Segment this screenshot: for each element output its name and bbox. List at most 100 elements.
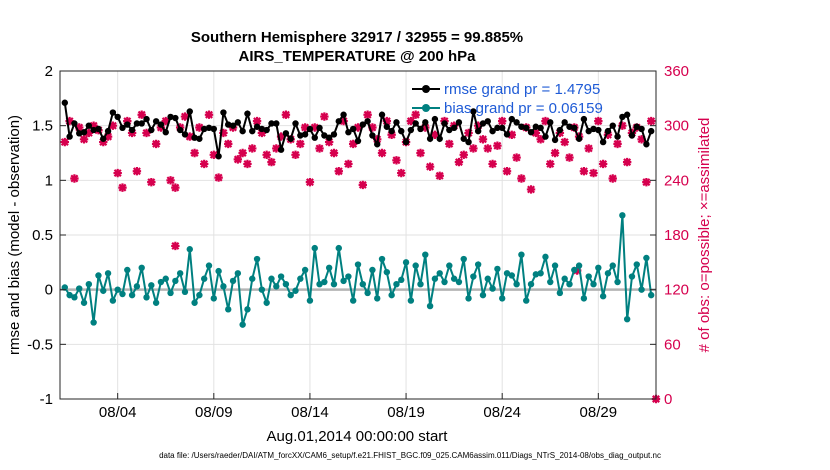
obs-count-marker (324, 137, 334, 147)
obs-count-marker (310, 123, 319, 132)
bias-point (479, 291, 487, 299)
obs-count-marker (368, 123, 377, 132)
rmse-point (119, 124, 126, 132)
bias-point (369, 266, 376, 274)
obs-count-marker (60, 137, 70, 147)
bias-point (152, 299, 160, 306)
bias-point (306, 297, 314, 304)
obs-count-marker (358, 180, 368, 190)
x-axis-label: Aug.01,2014 00:00:00 start (267, 428, 449, 445)
bias-point (388, 291, 395, 299)
bias-point (571, 266, 578, 274)
rmse-point (249, 127, 256, 135)
bias-point (393, 281, 400, 288)
bias-point (253, 255, 261, 263)
obs-count-marker (137, 110, 146, 119)
y-tick-label: 1.5 (32, 118, 53, 135)
obs-count-marker (637, 135, 646, 144)
obs-count-marker (320, 112, 329, 121)
bias-point (71, 294, 78, 301)
rmse-point (104, 127, 112, 135)
bias-point (210, 295, 218, 302)
y-tick-label: 1 (45, 172, 53, 189)
obs-count-marker (132, 167, 142, 176)
rmse-point (124, 121, 131, 128)
right-axis-label: # of obs: o=possible; ×=assimilated (696, 118, 713, 353)
bias-point (249, 275, 256, 282)
bias-point (513, 281, 520, 288)
r-tick-label: 240 (664, 172, 689, 189)
x-tick-label: 08/14 (291, 404, 329, 421)
rmse-point (523, 124, 530, 132)
bias-point (124, 266, 131, 274)
bias-point (398, 276, 405, 284)
obs-count-marker (411, 110, 420, 119)
obs-count-marker (262, 150, 271, 160)
x-axis-ticks: 08/04 08/09 08/14 08/19 08/24 08/29 (99, 393, 617, 421)
obs-count-marker (272, 144, 281, 153)
rmse-point (479, 120, 487, 127)
bias-point (623, 315, 631, 323)
rmse-point (489, 127, 496, 135)
bias-point (335, 244, 342, 252)
obs-count-marker (406, 116, 416, 126)
bias-point (595, 264, 602, 271)
bias-point (580, 295, 588, 302)
rmse-point (460, 135, 467, 142)
rmse-point (200, 125, 208, 133)
bias-point (301, 266, 309, 274)
obs-count-marker (478, 135, 488, 144)
bias-point (609, 262, 616, 269)
obs-count-marker (397, 168, 406, 178)
obs-count-marker (180, 112, 190, 121)
obs-count-marker (594, 116, 603, 126)
obs-count-marker (89, 121, 98, 130)
bias-point (66, 291, 73, 299)
bias-point (455, 278, 463, 286)
bias-point (258, 286, 266, 293)
bias-point (239, 321, 246, 328)
obs-count-marker (454, 157, 464, 167)
obs-count-marker (541, 116, 550, 126)
obs-count-marker (598, 159, 608, 169)
rmse-point (128, 126, 136, 134)
rmse-point (325, 134, 333, 141)
bias-point (436, 270, 443, 277)
obs-count-marker (84, 128, 94, 138)
bias-point (114, 286, 121, 293)
bias-point (200, 275, 208, 282)
obs-count-marker (99, 137, 108, 147)
bias-point (465, 295, 472, 302)
rmse-point (80, 129, 88, 136)
legend-bias-label: bias grand pr = 0.06159 (444, 100, 603, 117)
rmse-point (446, 126, 453, 134)
bias-point (292, 287, 299, 294)
bias-point (220, 283, 227, 290)
bias-point (354, 261, 362, 268)
rmse-point (450, 124, 458, 132)
rmse-point (205, 124, 213, 132)
rmse-point (556, 126, 564, 134)
rmse-point (566, 123, 573, 130)
bias-point (148, 282, 155, 289)
bias-point (378, 255, 386, 263)
obs-count-marker (622, 157, 632, 167)
obs-count-marker (315, 144, 324, 153)
rmse-point (426, 135, 434, 142)
obs-count-marker (70, 174, 79, 183)
obs-count-marker (339, 116, 348, 126)
legend-rmse-marker (422, 85, 430, 93)
bias-point (450, 275, 458, 282)
bias-point (523, 297, 530, 304)
bias-point (95, 272, 102, 279)
bias-point (643, 254, 650, 262)
obs-count-marker (613, 139, 622, 149)
data-file-footer: data file: /Users/raeder/DAI/ATM_forcXX/… (159, 451, 661, 460)
r-tick-label: 180 (664, 227, 689, 244)
obs-count-marker (387, 130, 396, 139)
x-tick-label: 08/24 (483, 404, 521, 421)
obs-count-marker (257, 128, 267, 138)
obs-count-marker (142, 128, 151, 138)
bias-point (489, 285, 496, 292)
obs-count-marker (248, 144, 257, 153)
